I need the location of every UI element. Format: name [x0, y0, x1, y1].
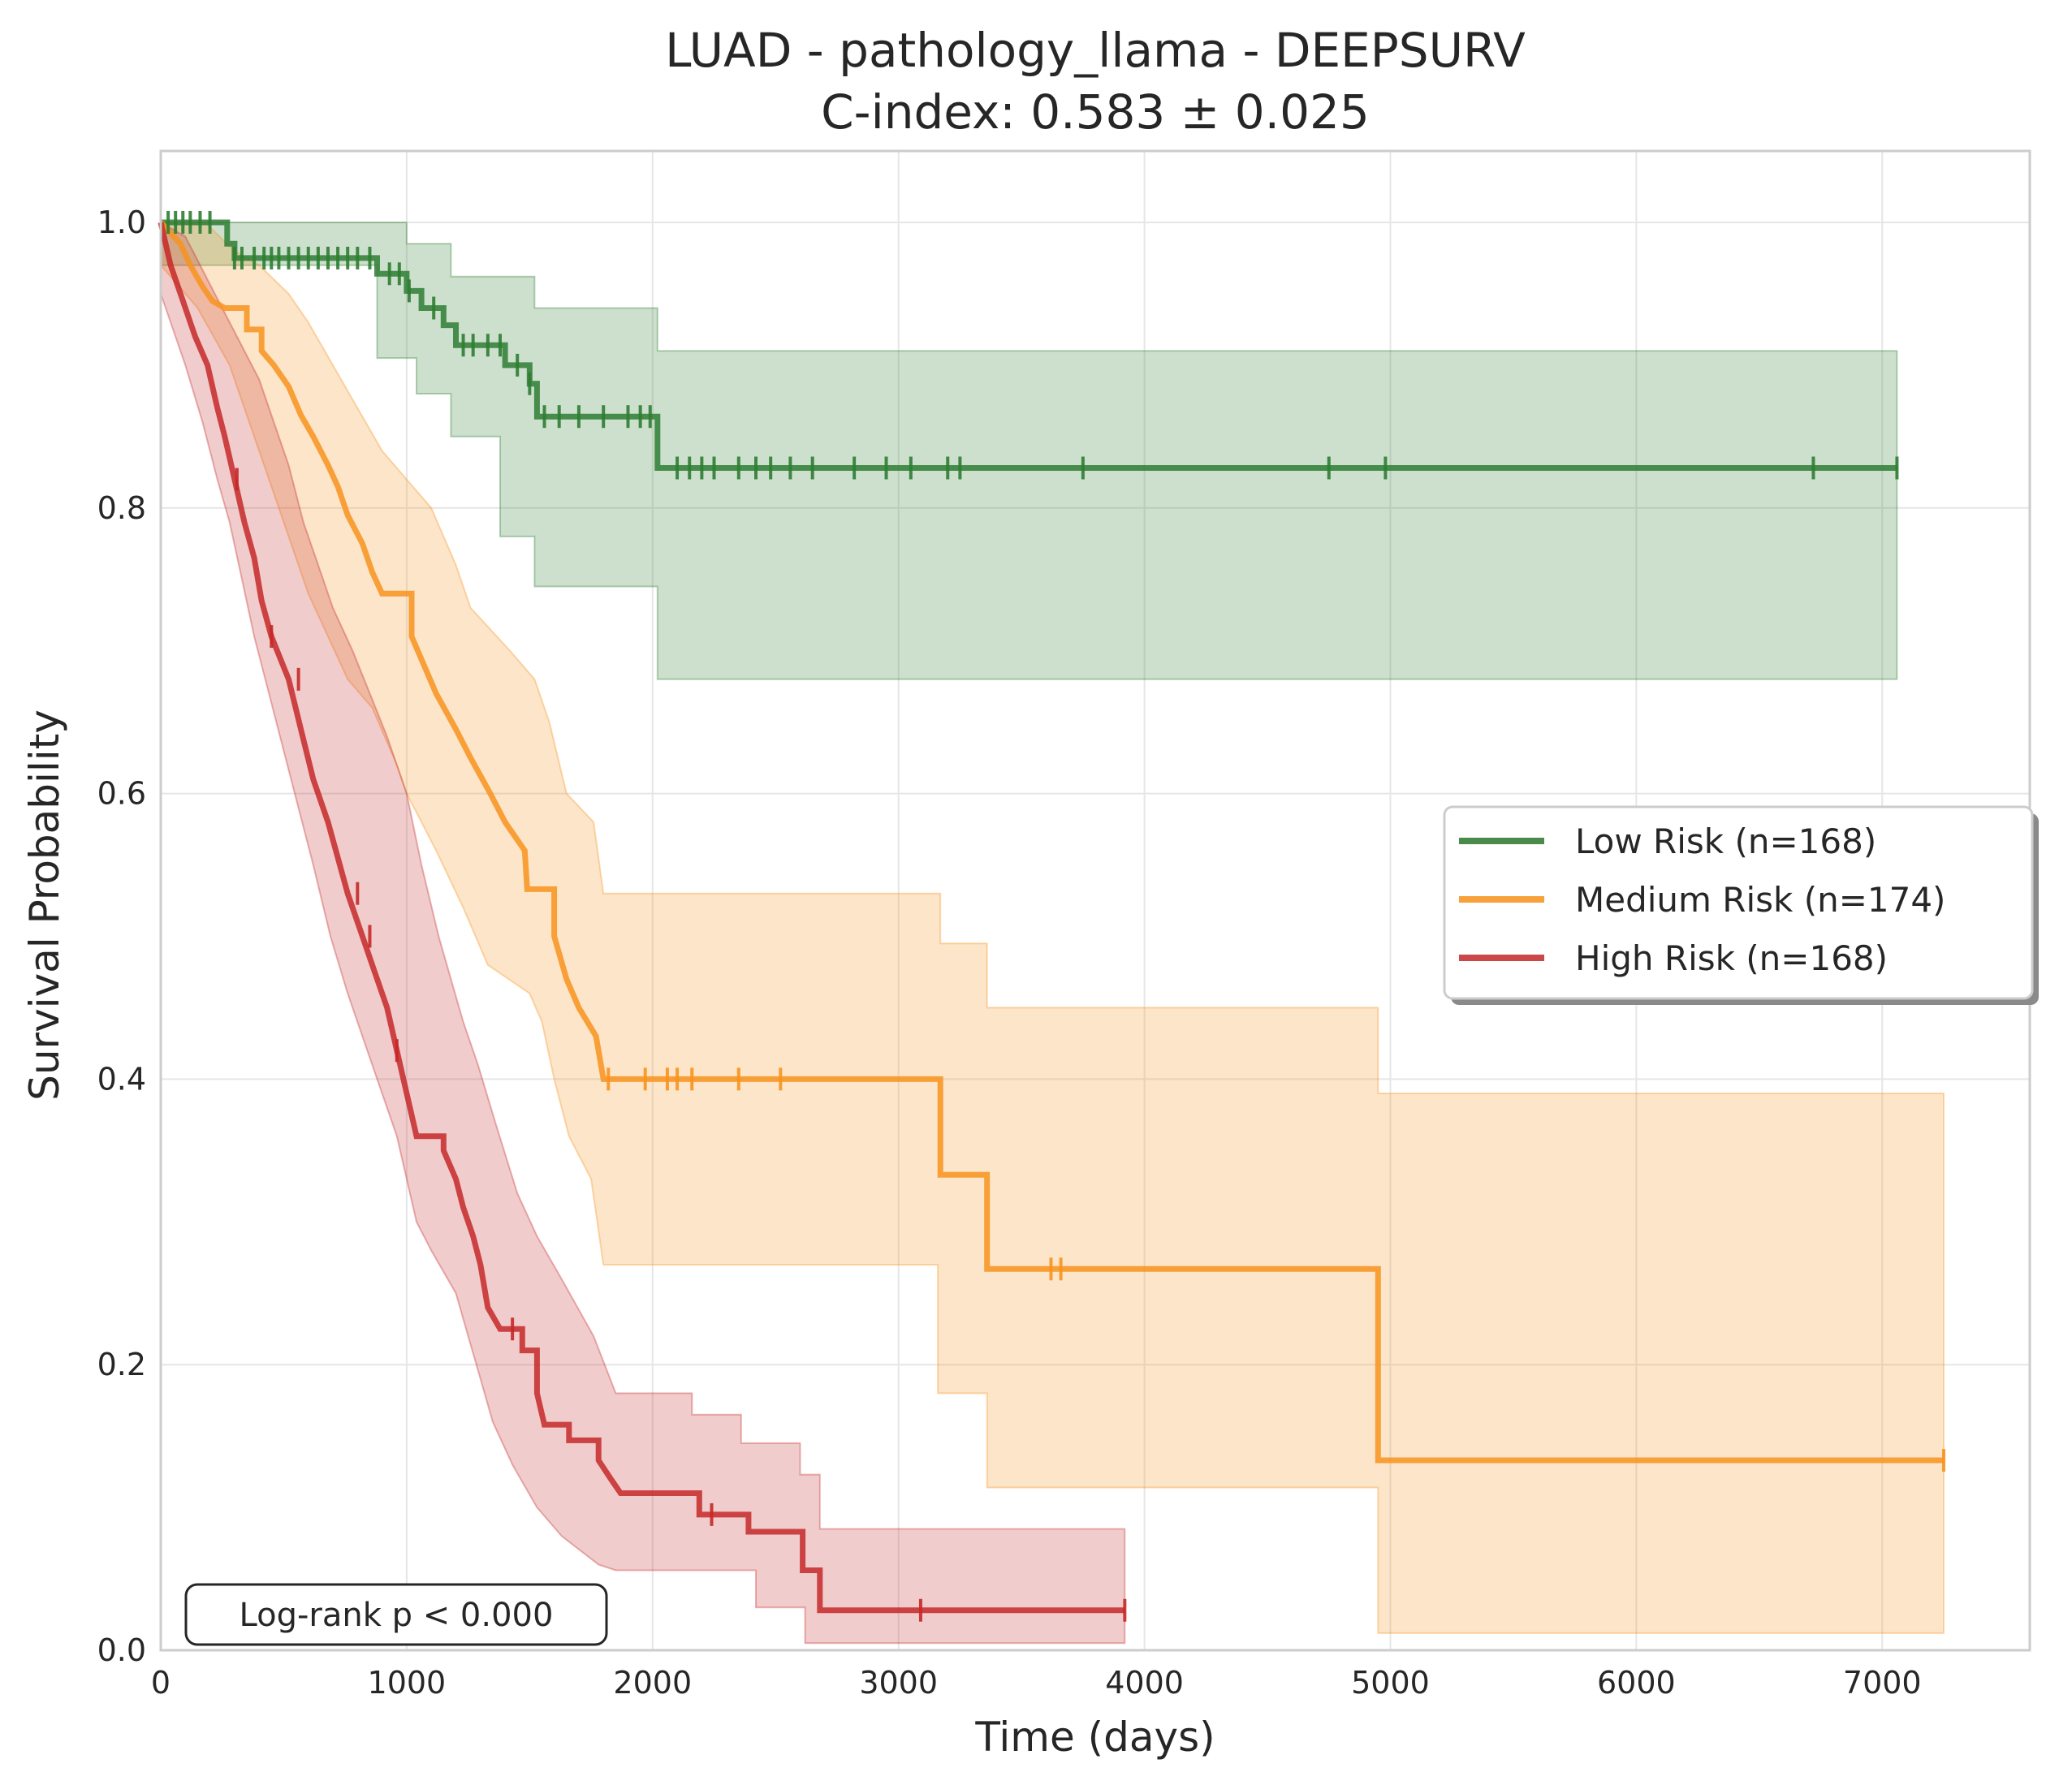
y-tick-labels: 0.0 0.2 0.4 0.6 0.8 1.0: [97, 205, 146, 1668]
legend-label-medium-risk: Medium Risk (n=174): [1575, 880, 1945, 920]
y-tick-label: 0.6: [97, 776, 146, 812]
survival-curve-high-risk: [158, 222, 1125, 1614]
censor-marks: [166, 210, 1945, 1622]
ci-band-high-risk: [160, 221, 1126, 1645]
x-tick-label: 6000: [1597, 1665, 1676, 1701]
logrank-annotation: Log-rank p < 0.000: [184, 1583, 608, 1646]
confidence-bands: [160, 221, 1945, 1645]
legend: Low Risk (n=168) Medium Risk (n=174) Hig…: [1443, 805, 2039, 1005]
y-tick-label: 0.2: [97, 1347, 146, 1382]
x-tick-label: 2000: [613, 1665, 692, 1701]
legend-label-low-risk: Low Risk (n=168): [1575, 821, 1876, 861]
x-tick-labels: 0 1000 2000 3000 4000 5000 6000 7000: [151, 1665, 1922, 1701]
logrank-annotation-text: Log-rank p < 0.000: [240, 1597, 554, 1634]
y-tick-label: 0.0: [97, 1632, 146, 1668]
y-tick-label: 0.4: [97, 1061, 146, 1097]
legend-label-high-risk: High Risk (n=168): [1575, 938, 1888, 978]
x-tick-label: 7000: [1843, 1665, 1922, 1701]
ci-band-medium-risk: [160, 222, 1945, 1634]
x-axis-label: Time (days): [974, 1714, 1215, 1761]
y-tick-label: 1.0: [97, 205, 146, 240]
x-tick-label: 5000: [1351, 1665, 1430, 1701]
x-tick-label: 4000: [1105, 1665, 1184, 1701]
x-tick-label: 0: [151, 1665, 171, 1701]
logrank-annotation-box: [184, 1583, 608, 1646]
ci-band-low-risk: [160, 222, 1898, 680]
chart-title-line1: LUAD - pathology_llama - DEEPSURV: [665, 23, 1526, 78]
survival-curve-medium-risk: [158, 220, 1944, 1464]
x-tick-label: 1000: [368, 1665, 447, 1701]
legend-box: [1443, 805, 2034, 1000]
y-tick-label: 0.8: [97, 490, 146, 526]
y-axis-label: Survival Probability: [21, 709, 68, 1101]
x-tick-label: 3000: [859, 1665, 938, 1701]
chart-title-line2: C-index: 0.583 ± 0.025: [821, 84, 1370, 140]
